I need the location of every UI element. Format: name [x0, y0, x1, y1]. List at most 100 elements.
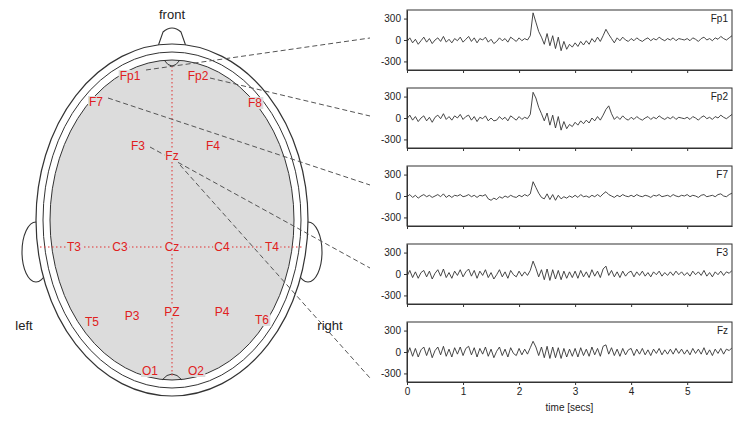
axis-line [408, 382, 733, 383]
tick-mark [687, 304, 688, 307]
eeg-trace [407, 182, 732, 201]
tick-label: 3 [573, 386, 579, 397]
axis-line [407, 89, 408, 149]
x-tick [463, 70, 464, 73]
label-background [124, 310, 141, 322]
axis-line [407, 245, 408, 305]
tick-label: 1 [461, 386, 467, 397]
y-tick: 0 [395, 35, 407, 46]
label-background [111, 241, 129, 253]
y-axis: -3000300 [381, 323, 408, 383]
axis-line [408, 70, 733, 71]
x-tick: 3 [573, 382, 579, 397]
tick-mark [404, 139, 407, 140]
electrode: F4 [205, 139, 221, 153]
tick-mark [404, 373, 407, 374]
y-axis: -3000300 [381, 11, 408, 71]
electrode-label: Cz [165, 240, 180, 254]
electrode: Cz [164, 240, 181, 254]
electrode-label: O1 [142, 364, 158, 378]
tick-mark [575, 70, 576, 73]
tick-mark [631, 70, 632, 73]
electrode: T3 [66, 240, 82, 254]
tick-mark [404, 196, 407, 197]
connector [146, 38, 370, 70]
x-tick [687, 304, 688, 307]
x-tick [575, 148, 576, 151]
y-tick: -300 [381, 368, 407, 379]
electrode-label: F8 [248, 96, 262, 110]
x-axis [408, 304, 733, 307]
plot-frame [407, 88, 732, 148]
tick-mark [404, 97, 407, 98]
tick-mark [687, 382, 688, 385]
electrode-label: T3 [67, 240, 81, 254]
tick-mark [404, 40, 407, 41]
tick-label: 300 [384, 91, 401, 102]
label-background [214, 306, 231, 318]
electrode-label: Fp1 [120, 69, 141, 83]
electrode-label: F3 [131, 139, 145, 153]
tick-label: 300 [384, 169, 401, 180]
tick-mark [575, 304, 576, 307]
tick-mark [463, 304, 464, 307]
panel-title: Fp1 [711, 13, 729, 24]
plot-area [407, 13, 732, 51]
tick-mark [687, 226, 688, 229]
electrode-label: P3 [125, 309, 140, 323]
electrode: C3 [111, 240, 129, 254]
label-background [264, 241, 280, 253]
label-background [213, 241, 231, 253]
tick-mark [519, 382, 520, 385]
x-tick [575, 226, 576, 229]
label-background [84, 316, 100, 328]
tick-mark [631, 304, 632, 307]
electrode-label: F4 [206, 139, 220, 153]
tick-mark [404, 217, 407, 218]
tick-mark [404, 19, 407, 20]
x-axis [408, 226, 733, 229]
eeg-trace [407, 261, 732, 280]
tick-mark [575, 226, 576, 229]
x-tick: 4 [629, 382, 635, 397]
x-tick [463, 148, 464, 151]
electrode-label: C4 [214, 240, 230, 254]
label-background [164, 241, 181, 253]
connector [180, 165, 370, 378]
x-tick: 0 [405, 382, 411, 397]
label-background [163, 306, 180, 318]
x-tick [463, 304, 464, 307]
electrode-label: O2 [188, 364, 204, 378]
plot-area [407, 92, 732, 130]
tick-label: 0 [395, 113, 401, 124]
orientation-label: front [159, 7, 185, 22]
electrode: T4 [264, 240, 280, 254]
axis-line [408, 226, 733, 227]
axis-line [408, 304, 733, 305]
tick-mark [404, 253, 407, 254]
eeg-trace [407, 13, 732, 51]
tick-mark [463, 226, 464, 229]
plot-area [407, 261, 732, 280]
electrode: P3 [124, 309, 141, 323]
y-tick: 0 [395, 191, 407, 202]
x-tick: 5 [685, 382, 691, 397]
head-diagram: Fp1Fp2F7F8F3FzF4T3C3CzC4T4T5P3PZP4T6O1O2 [22, 28, 370, 396]
panel-title: F7 [716, 169, 728, 180]
label-background [247, 97, 263, 109]
tick-mark [519, 148, 520, 151]
electrode-label: T6 [255, 313, 269, 327]
plot-frame [407, 10, 732, 70]
tick-mark [687, 148, 688, 151]
x-tick [687, 148, 688, 151]
eeg-panel: -3000300Fp2 [381, 88, 733, 151]
axis-line [407, 323, 408, 383]
x-tick [631, 70, 632, 73]
y-tick: -300 [381, 290, 407, 301]
panel-title: Fz [717, 325, 728, 336]
electrode: O2 [187, 364, 205, 378]
tick-label: 300 [384, 325, 401, 336]
x-tick: 1 [461, 382, 467, 397]
tick-label: 300 [384, 247, 401, 258]
axis-line [407, 11, 408, 71]
